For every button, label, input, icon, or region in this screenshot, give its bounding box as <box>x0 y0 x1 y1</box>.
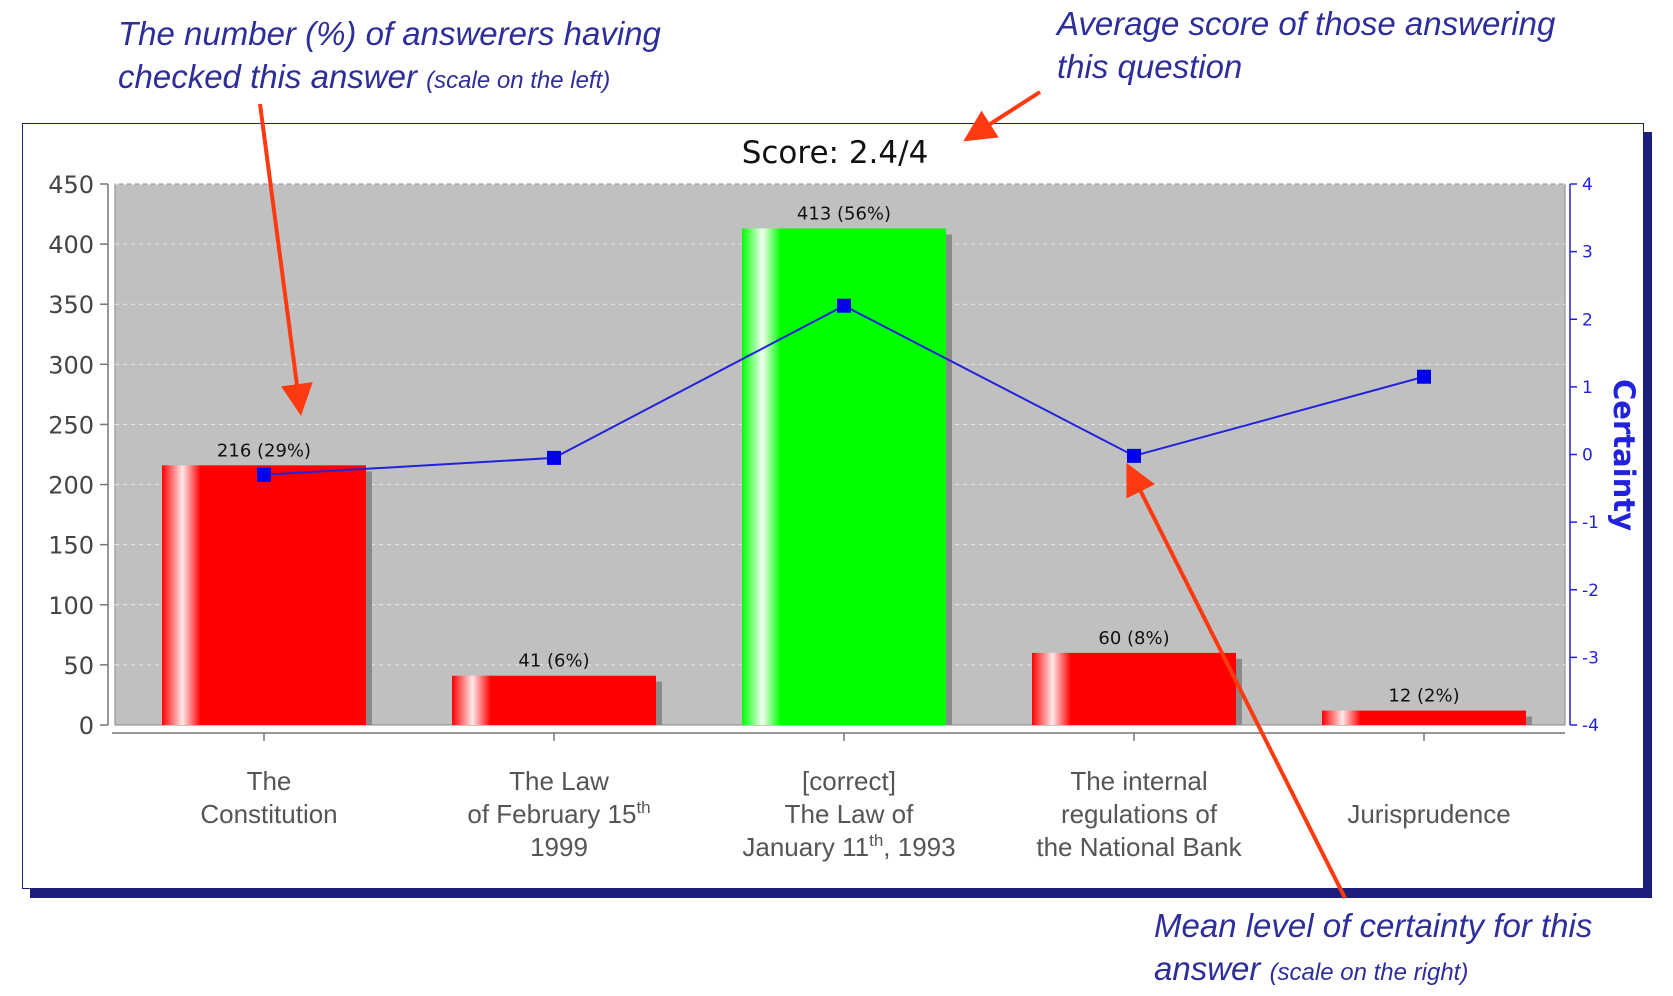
x-category-label-part: Jurisprudence <box>1347 799 1510 829</box>
right-tick-label: 0 <box>1582 446 1593 466</box>
x-category-label: of February 15th <box>467 798 650 829</box>
x-category-label-part: of February 15 <box>467 799 636 829</box>
certainty-annotation: Mean level of certainty for this answer (… <box>1154 904 1592 994</box>
left-tick-label: 100 <box>48 592 94 620</box>
annotation-arrows <box>258 90 1347 899</box>
x-category-label-part: The Law <box>509 766 609 796</box>
right-tick-label: -2 <box>1582 581 1599 601</box>
certainty-point <box>1127 448 1141 463</box>
bar-value-label: 12 (2%) <box>1388 686 1459 707</box>
x-category-label: The Law of <box>785 799 914 829</box>
right-tick-label: 2 <box>1582 310 1593 330</box>
score-annotation-line-2: this question <box>1057 48 1243 85</box>
x-category-label: The internal <box>1070 766 1207 796</box>
bars-annotation-line-2: checked this answer <box>118 58 417 95</box>
x-category-label: regulations of <box>1061 799 1218 829</box>
certainty-point <box>1417 369 1431 384</box>
x-category-label-part: 1999 <box>530 832 588 862</box>
left-tick-label: 150 <box>48 532 94 560</box>
bar-value-label: 60 (8%) <box>1098 628 1169 649</box>
bar <box>1322 710 1526 725</box>
right-tick-label: -4 <box>1582 716 1599 736</box>
x-category-label-part: the National Bank <box>1036 832 1242 862</box>
left-tick-label: 400 <box>48 231 94 259</box>
right-tick-label: 3 <box>1582 243 1593 263</box>
x-category-label-part: Constitution <box>200 799 337 829</box>
left-tick-label: 50 <box>63 652 94 680</box>
score-annotation: Average score of those answering this que… <box>1057 2 1555 88</box>
bars <box>162 228 1532 725</box>
x-category-label: Jurisprudence <box>1347 799 1510 829</box>
x-category-label-part: The internal <box>1070 766 1207 796</box>
bar <box>452 675 656 725</box>
bar <box>1032 652 1236 725</box>
left-tick-label: 250 <box>48 411 94 439</box>
certainty-point <box>837 298 851 313</box>
x-category-label-part: , 1993 <box>883 832 955 862</box>
x-category-label: 1999 <box>530 832 588 862</box>
right-tick-label: 1 <box>1582 378 1593 398</box>
certainty-annotation-scale-note: (scale on the right) <box>1269 959 1469 986</box>
certainty-point <box>257 467 271 482</box>
chart-title: Score: 2.4/4 <box>742 135 929 171</box>
bars-annotation: The number (%) of answerers having checke… <box>118 12 661 102</box>
left-tick-label: 300 <box>48 351 94 379</box>
left-tick-label: 450 <box>48 171 94 199</box>
arrow-score <box>963 90 1042 142</box>
x-category-label: Constitution <box>200 799 337 829</box>
x-category-label-part: The <box>247 766 292 796</box>
x-category-label: The Law <box>509 766 609 796</box>
x-category-label: The <box>247 766 292 796</box>
bar-value-label: 41 (6%) <box>518 651 589 672</box>
bar-value-label: 216 (29%) <box>217 440 311 461</box>
right-tick-label: -3 <box>1582 648 1599 668</box>
certainty-point <box>547 450 561 465</box>
left-tick-label: 200 <box>48 472 94 500</box>
bars-annotation-line-1: The number (%) of answerers having <box>118 15 661 52</box>
x-category-label-part: The Law of <box>785 799 914 829</box>
x-category-label-superscript: th <box>869 831 883 850</box>
left-tick-label: 0 <box>79 712 94 740</box>
bar-value-labels: 216 (29%) 41 (6%) 413 (56%) 60 (8%) 12 (2%) <box>217 203 1460 706</box>
right-y-axis: -4 -3 -2 -1 0 1 2 3 4 <box>1570 175 1599 736</box>
left-y-axis: 0 50 100 150 200 250 300 350 400 450 <box>48 171 108 740</box>
bar <box>162 465 366 725</box>
right-axis-label: Certainty <box>1607 379 1641 531</box>
x-category-label: January 11th, 1993 <box>742 831 955 862</box>
bars-annotation-scale-note: (scale on the left) <box>426 67 611 94</box>
left-tick-label: 350 <box>48 291 94 319</box>
x-category-label-part: [correct] <box>802 766 896 796</box>
x-category-label-part: January 11 <box>742 832 869 862</box>
x-category-label: [correct] <box>802 766 896 796</box>
x-category-label: the National Bank <box>1036 832 1242 862</box>
arrow-bars <box>258 103 313 416</box>
x-category-label-superscript: th <box>636 798 650 817</box>
certainty-line <box>257 298 1431 482</box>
certainty-annotation-line-1: Mean level of certainty for this <box>1154 907 1593 944</box>
right-tick-label: -1 <box>1582 513 1599 533</box>
arrow-certainty <box>1126 462 1347 899</box>
certainty-annotation-line-2: answer <box>1154 950 1261 987</box>
right-tick-label: 4 <box>1582 175 1593 195</box>
bar-value-label: 413 (56%) <box>797 203 891 224</box>
score-annotation-line-1: Average score of those answering <box>1057 5 1556 42</box>
x-category-label-part: regulations of <box>1061 799 1218 829</box>
